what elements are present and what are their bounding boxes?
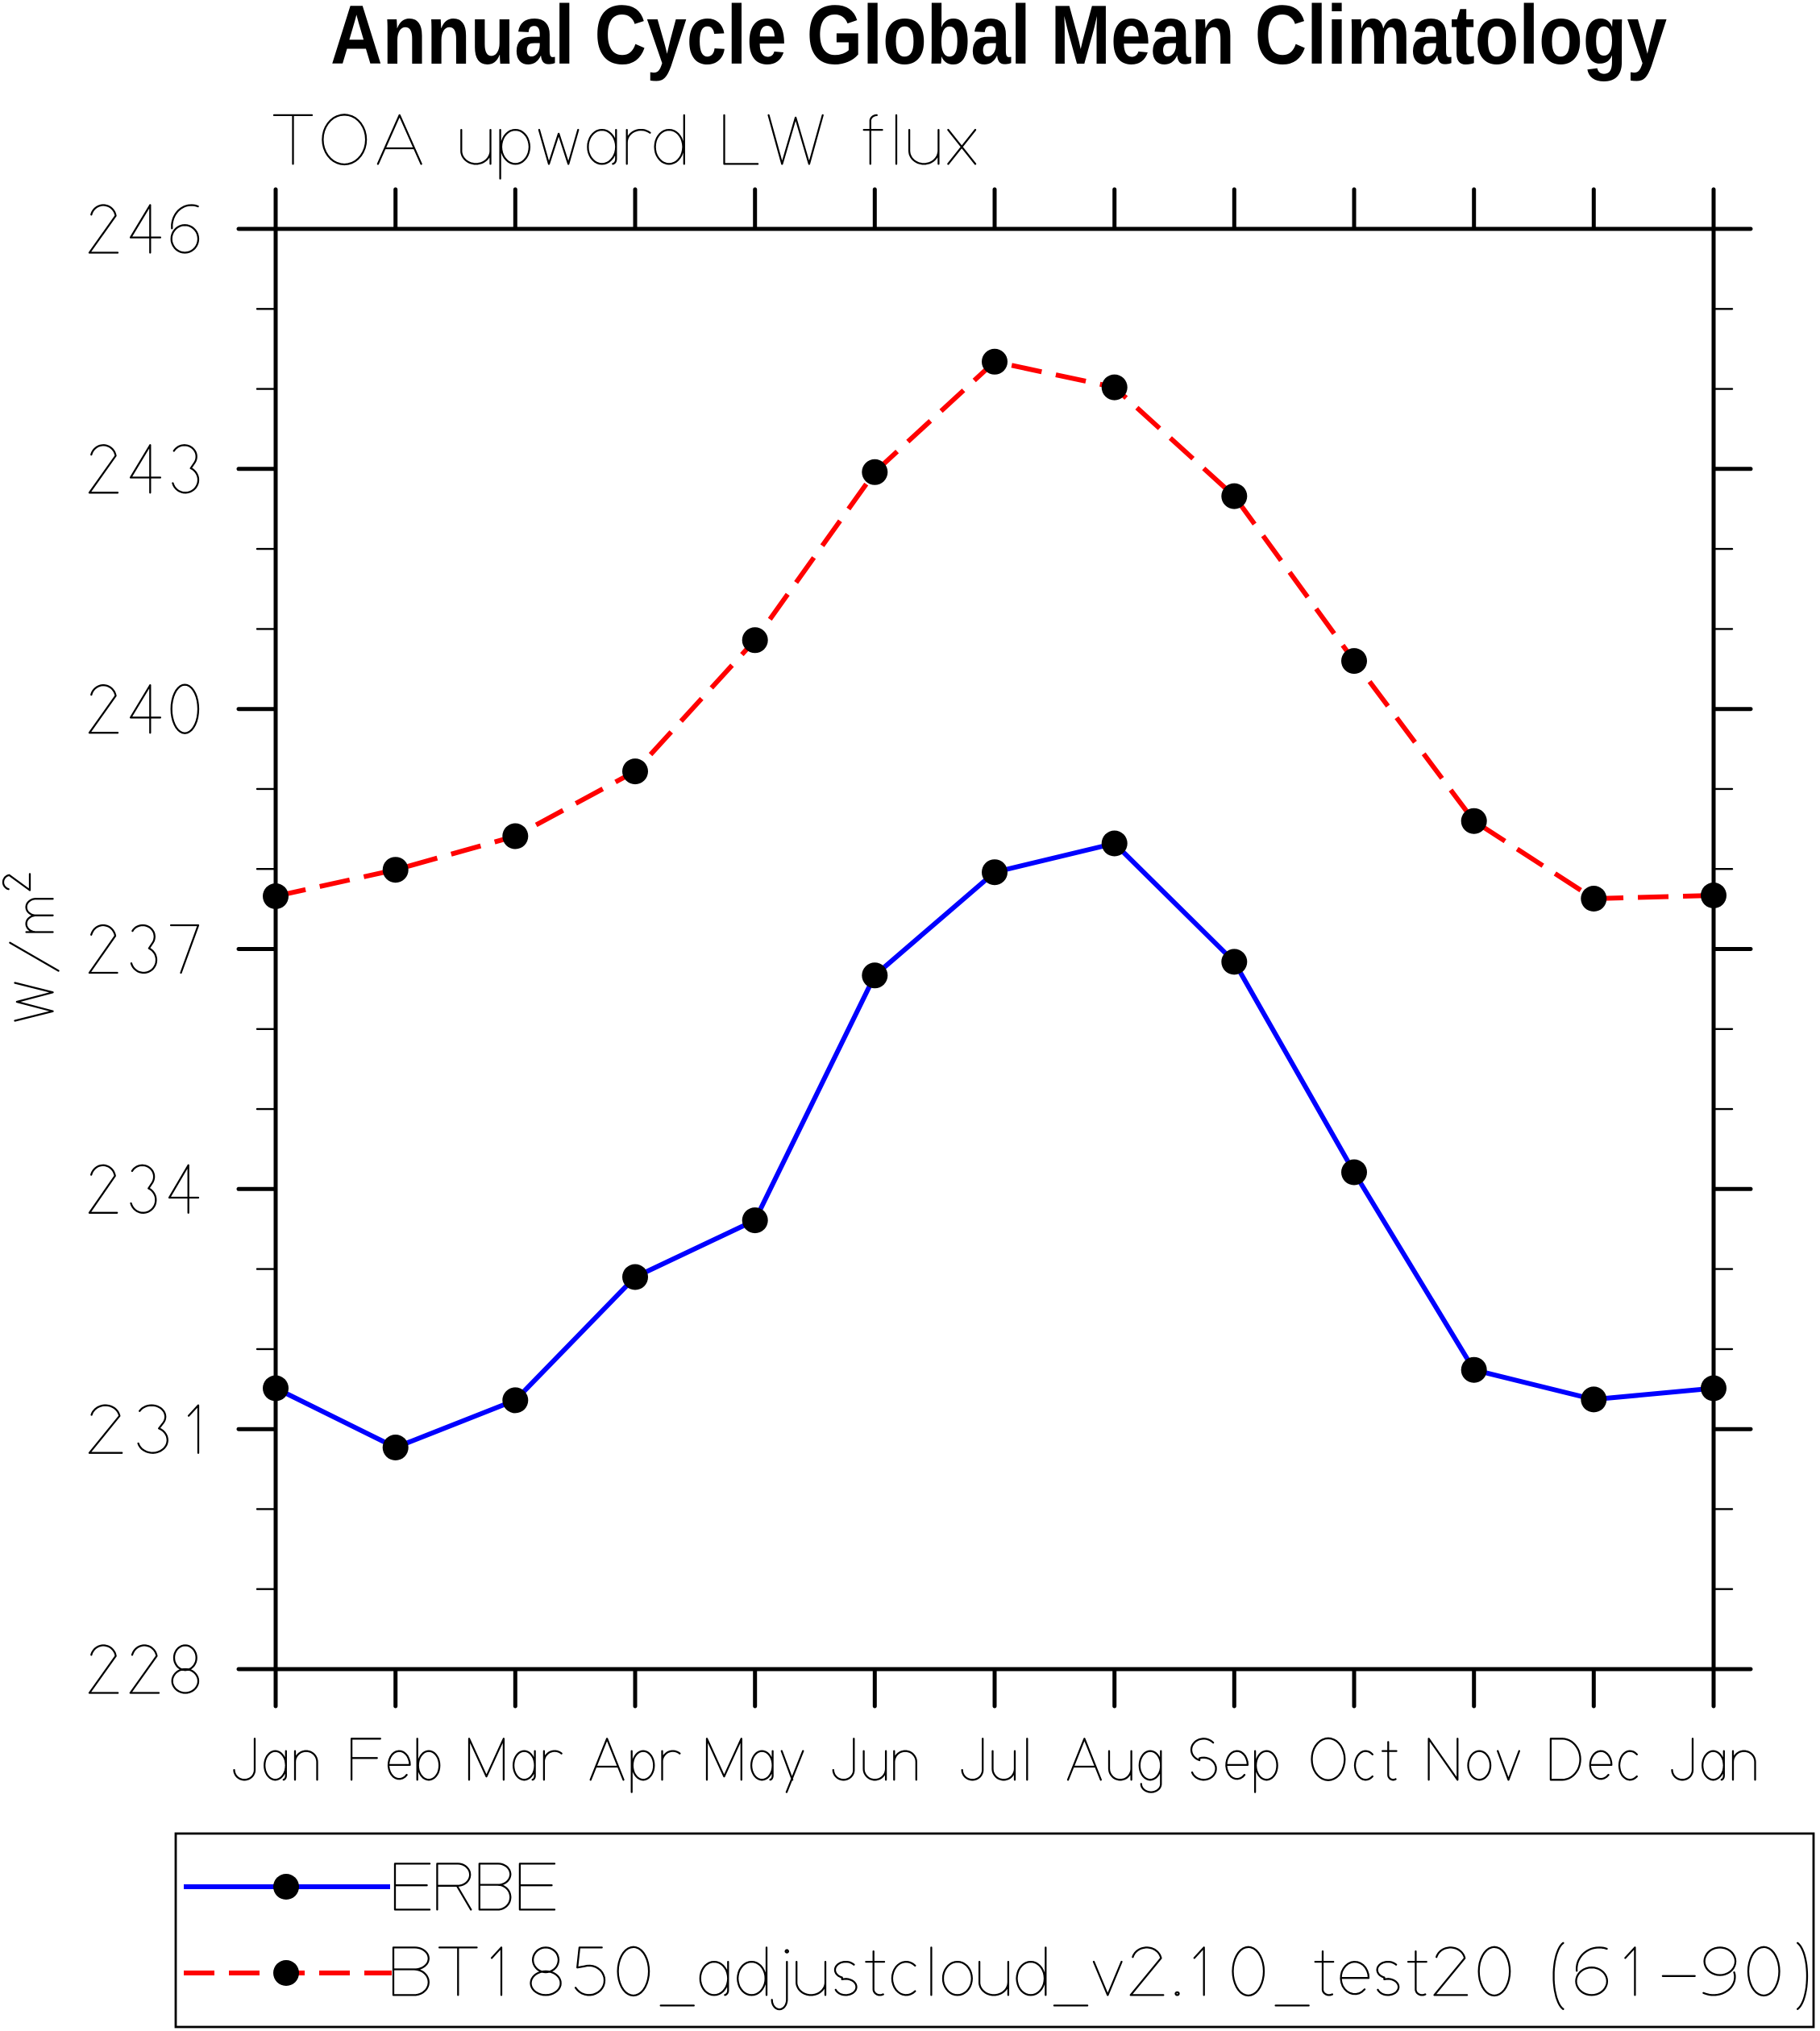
svg-text:Annual Cycle Global Mean Clima: Annual Cycle Global Mean Climatology bbox=[330, 0, 1667, 82]
